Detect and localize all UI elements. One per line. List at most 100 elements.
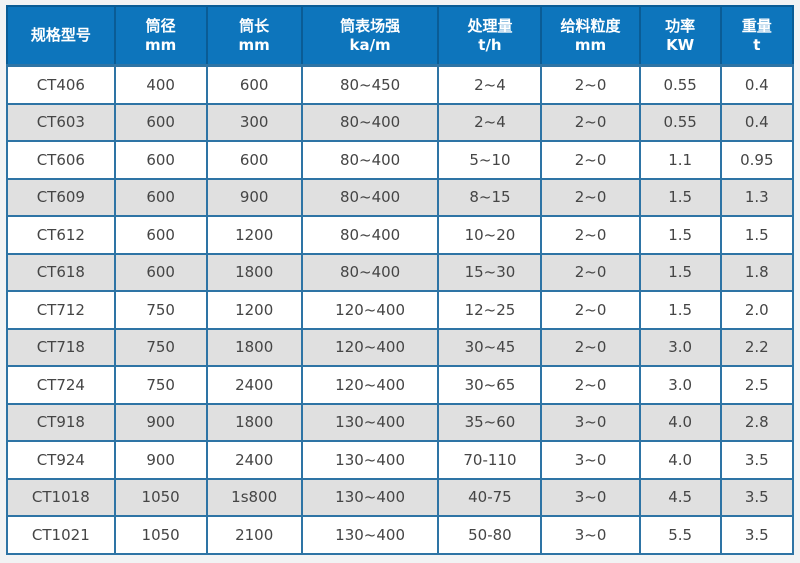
data-cell: 4.5	[638, 477, 722, 517]
data-cell: 2~0	[540, 102, 641, 142]
data-cell: 3.5	[719, 515, 795, 555]
col-header-label: 规格型号	[30, 26, 91, 45]
col-header-unit: t/h	[478, 35, 502, 54]
data-cell: 80~400	[300, 102, 440, 142]
data-cell: 2~0	[540, 64, 641, 105]
col-header-capacity: 处理量 t/h	[437, 5, 543, 67]
data-cell: 1200	[205, 290, 303, 330]
col-header-label: 重量	[741, 16, 772, 35]
data-cell: 1200	[205, 215, 303, 255]
col-header-label: 处理量	[467, 16, 513, 35]
data-cell: 2~0	[540, 365, 641, 405]
data-cell: 750	[113, 327, 208, 367]
data-cell: 900	[113, 440, 208, 480]
model-cell: CT712	[6, 290, 116, 330]
data-cell: 0.4	[719, 102, 795, 142]
data-cell: 80~450	[300, 64, 440, 105]
data-cell: 750	[113, 365, 208, 405]
model-cell: CT606	[6, 140, 116, 180]
data-cell: 900	[113, 402, 208, 442]
model-cell: CT924	[6, 440, 116, 480]
data-cell: 0.95	[719, 140, 795, 180]
data-cell: 1800	[205, 402, 303, 442]
data-cell: 5.5	[638, 515, 722, 555]
data-cell: 600	[113, 215, 208, 255]
data-cell: 3~0	[540, 515, 641, 555]
data-cell: 2400	[205, 365, 303, 405]
data-cell: 2~0	[540, 290, 641, 330]
col-header-unit: mm	[574, 35, 607, 54]
data-cell: 0.4	[719, 64, 795, 105]
data-cell: 35~60	[437, 402, 543, 442]
data-cell: 12~25	[437, 290, 543, 330]
data-cell: 40-75	[437, 477, 543, 517]
col-header-weight: 重量 t	[719, 5, 795, 67]
table-row: CT724 750 2400 120~400 30~65 2~0 3.0 2.5	[6, 365, 795, 405]
table-row: CT924 900 2400 130~400 70-110 3~0 4.0 3.5	[6, 440, 795, 480]
data-cell: 1800	[205, 327, 303, 367]
data-cell: 80~400	[300, 215, 440, 255]
table-row: CT712 750 1200 120~400 12~25 2~0 1.5 2.0	[6, 290, 795, 330]
data-cell: 1.3	[719, 177, 795, 217]
data-cell: 1.5	[638, 177, 722, 217]
table-header: 规格型号 筒径 mm 筒长 mm 筒表场强 ka/m 处理量 t/h	[6, 5, 795, 67]
data-cell: 1.5	[638, 252, 722, 292]
data-cell: 8~15	[437, 177, 543, 217]
data-cell: 3~0	[540, 477, 641, 517]
data-cell: 3~0	[540, 440, 641, 480]
data-cell: 130~400	[300, 477, 440, 517]
col-header-unit: ka/m	[349, 35, 391, 54]
data-cell: 1.5	[638, 215, 722, 255]
data-cell: 2.5	[719, 365, 795, 405]
data-cell: 1050	[113, 515, 208, 555]
col-header-label: 给料粒度	[560, 16, 621, 35]
col-header-label: 功率	[665, 16, 696, 35]
data-cell: 3.0	[638, 327, 722, 367]
data-cell: 1800	[205, 252, 303, 292]
col-header-length: 筒长 mm	[205, 5, 303, 67]
col-header-label: 筒表场强	[340, 16, 401, 35]
col-header-power: 功率 KW	[638, 5, 722, 67]
spec-table: 规格型号 筒径 mm 筒长 mm 筒表场强 ka/m 处理量 t/h	[6, 5, 795, 555]
data-cell: 3~0	[540, 402, 641, 442]
table-row: CT1018 1050 1s800 130~400 40-75 3~0 4.5 3.5	[6, 477, 795, 517]
data-cell: 0.55	[638, 102, 722, 142]
table-row: CT609 600 900 80~400 8~15 2~0 1.5 1.3	[6, 177, 795, 217]
data-cell: 3.0	[638, 365, 722, 405]
data-cell: 2~0	[540, 327, 641, 367]
data-cell: 900	[205, 177, 303, 217]
table-row: CT612 600 1200 80~400 10~20 2~0 1.5 1.5	[6, 215, 795, 255]
model-cell: CT603	[6, 102, 116, 142]
model-cell: CT618	[6, 252, 116, 292]
data-cell: 2.0	[719, 290, 795, 330]
data-cell: 80~400	[300, 140, 440, 180]
data-cell: 4.0	[638, 402, 722, 442]
data-cell: 3.5	[719, 477, 795, 517]
data-cell: 130~400	[300, 440, 440, 480]
model-cell: CT1018	[6, 477, 116, 517]
model-cell: CT612	[6, 215, 116, 255]
model-cell: CT724	[6, 365, 116, 405]
data-cell: 2~4	[437, 64, 543, 105]
data-cell: 130~400	[300, 402, 440, 442]
data-cell: 120~400	[300, 365, 440, 405]
data-cell: 600	[205, 64, 303, 105]
data-cell: 130~400	[300, 515, 440, 555]
data-cell: 10~20	[437, 215, 543, 255]
data-cell: 2400	[205, 440, 303, 480]
col-header-diameter: 筒径 mm	[113, 5, 208, 67]
data-cell: 1.1	[638, 140, 722, 180]
model-cell: CT1021	[6, 515, 116, 555]
data-cell: 0.55	[638, 64, 722, 105]
data-cell: 1.5	[719, 215, 795, 255]
col-header-label: 筒径	[145, 16, 176, 35]
data-cell: 80~400	[300, 252, 440, 292]
table-body: CT406 400 600 80~450 2~4 2~0 0.55 0.4 CT603 600 30…	[6, 64, 795, 555]
table-row: CT718 750 1800 120~400 30~45 2~0 3.0 2.2	[6, 327, 795, 367]
model-cell: CT718	[6, 327, 116, 367]
data-cell: 750	[113, 290, 208, 330]
col-header-model: 规格型号	[6, 5, 116, 67]
data-cell: 30~45	[437, 327, 543, 367]
data-cell: 2~0	[540, 215, 641, 255]
data-cell: 1.5	[638, 290, 722, 330]
